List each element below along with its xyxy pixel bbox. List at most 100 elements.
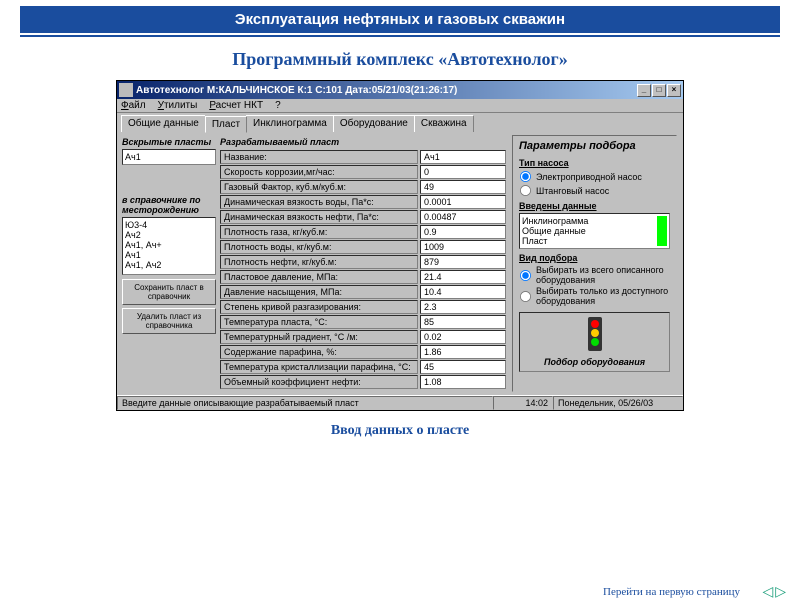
window-title: Автотехнолог М:КАЛЬЧИНСКОЕ К:1 С:101 Дат… <box>136 85 637 96</box>
titlebar: Автотехнолог М:КАЛЬЧИНСКОЕ К:1 С:101 Дат… <box>117 81 683 99</box>
save-layer-button[interactable]: Сохранить пласт в справочник <box>122 279 216 305</box>
page-caption: Ввод данных о пласте <box>0 423 800 439</box>
field-row: Давление насыщения, МПа:10.4 <box>220 285 506 299</box>
field-input[interactable]: 1.86 <box>420 345 506 359</box>
field-label: Температура пласта, °C: <box>220 315 418 329</box>
middle-panel: Разрабатываемый пласт Название:Ач1Скорос… <box>218 135 508 392</box>
app-icon <box>119 83 133 97</box>
field-row: Температура пласта, °C:85 <box>220 315 506 329</box>
minimize-button[interactable]: _ <box>637 84 651 97</box>
field-input[interactable]: 0.9 <box>420 225 506 239</box>
tab-layer[interactable]: Пласт <box>205 116 247 133</box>
field-input[interactable]: 0.00487 <box>420 210 506 224</box>
field-row: Плотность газа, кг/куб.м:0.9 <box>220 225 506 239</box>
params-title: Параметры подбора <box>519 140 670 152</box>
fields-container: Название:Ач1Скорость коррозии,мг/час:0Га… <box>220 150 506 389</box>
nav-arrows: ◁ ▷ <box>762 583 786 600</box>
list-item[interactable]: Ач1 <box>125 250 213 260</box>
field-label: Скорость коррозии,мг/час: <box>220 165 418 179</box>
field-row: Содержание парафина, %:1.86 <box>220 345 506 359</box>
prev-arrow-icon[interactable]: ◁ <box>762 583 773 600</box>
left-panel: Вскрытые пласты Ач1 в справочнике по мес… <box>120 135 218 392</box>
field-label: Температура кристаллизации парафина, °C: <box>220 360 418 374</box>
field-row: Динамическая вязкость нефти, Па*с:0.0048… <box>220 210 506 224</box>
list-item[interactable]: Ач1, Ач+ <box>125 240 213 250</box>
status-hint: Введите данные описывающие разрабатываем… <box>117 396 493 410</box>
tab-inclinogram[interactable]: Инклинограмма <box>246 115 334 132</box>
list-item[interactable]: Ач1, Ач2 <box>125 260 213 270</box>
field-row: Температурный градиент, °C /м:0.02 <box>220 330 506 344</box>
list-item[interactable]: Ю3-4 <box>125 220 213 230</box>
close-button[interactable]: × <box>667 84 681 97</box>
field-label: Газовый Фактор, куб.м/куб.м: <box>220 180 418 194</box>
field-label: Динамическая вязкость нефти, Па*с: <box>220 210 418 224</box>
tabbar: Общие данные Пласт Инклинограмма Оборудо… <box>117 113 683 132</box>
status-time: 14:02 <box>493 396 553 410</box>
field-row: Объемный коэффициент нефти:1.08 <box>220 375 506 389</box>
field-row: Название:Ач1 <box>220 150 506 164</box>
delete-layer-button[interactable]: Удалить пласт из справочника <box>122 308 216 334</box>
field-input[interactable]: 0.02 <box>420 330 506 344</box>
tab-equipment[interactable]: Оборудование <box>333 115 415 132</box>
field-row: Степень кривой разгазирования:2.3 <box>220 300 506 314</box>
field-input[interactable]: 879 <box>420 255 506 269</box>
selection-label: Подбор оборудования <box>524 357 665 367</box>
app-window: Автотехнолог М:КАЛЬЧИНСКОЕ К:1 С:101 Дат… <box>116 80 684 411</box>
page-header: Эксплуатация нефтяных и газовых скважин <box>20 6 780 33</box>
field-label: Объемный коэффициент нефти: <box>220 375 418 389</box>
pump-type-label: Тип насоса <box>519 158 670 168</box>
directory-label: в справочнике по месторождению <box>122 195 216 215</box>
mode-option[interactable]: Выбирать только из доступного оборудован… <box>519 286 670 306</box>
mode-option[interactable]: Выбирать из всего описанного оборудовани… <box>519 265 670 285</box>
field-row: Динамическая вязкость воды, Па*с:0.0001 <box>220 195 506 209</box>
tab-well[interactable]: Скважина <box>414 115 474 132</box>
maximize-button[interactable]: □ <box>652 84 666 97</box>
menu-calc[interactable]: Расчет НКТ <box>209 100 263 111</box>
pump-option[interactable]: Электроприводной насос <box>519 170 670 183</box>
field-input[interactable]: 45 <box>420 360 506 374</box>
field-label: Температурный градиент, °C /м: <box>220 330 418 344</box>
opened-layers-list[interactable]: Ач1 <box>122 149 216 165</box>
field-input[interactable]: 2.3 <box>420 300 506 314</box>
list-item[interactable]: Ач2 <box>125 230 213 240</box>
menu-utilities[interactable]: Утилиты <box>158 100 198 111</box>
status-bar-green <box>657 216 667 246</box>
statusbar: Введите данные описывающие разрабатываем… <box>117 395 683 410</box>
field-input[interactable]: 85 <box>420 315 506 329</box>
mode-label: Вид подбора <box>519 253 670 263</box>
field-input[interactable]: 0 <box>420 165 506 179</box>
entered-data-label: Введены данные <box>519 201 670 211</box>
list-item: Инклинограмма <box>522 216 657 226</box>
field-label: Пластовое давление, МПа: <box>220 270 418 284</box>
field-row: Плотность воды, кг/куб.м:1009 <box>220 240 506 254</box>
next-arrow-icon[interactable]: ▷ <box>775 583 786 600</box>
layer-form-title: Разрабатываемый пласт <box>220 137 506 147</box>
menu-help[interactable]: ? <box>275 100 281 111</box>
field-row: Газовый Фактор, куб.м/куб.м:49 <box>220 180 506 194</box>
directory-list[interactable]: Ю3-4Ач2Ач1, Ач+Ач1Ач1, Ач2 <box>122 217 216 275</box>
field-row: Пластовое давление, МПа:21.4 <box>220 270 506 284</box>
list-item[interactable]: Ач1 <box>125 152 213 162</box>
field-input[interactable]: 0.0001 <box>420 195 506 209</box>
field-input[interactable]: 21.4 <box>420 270 506 284</box>
field-input[interactable]: 1.08 <box>420 375 506 389</box>
selection-box[interactable]: Подбор оборудования <box>519 312 670 372</box>
field-input[interactable]: 1009 <box>420 240 506 254</box>
field-input[interactable]: 49 <box>420 180 506 194</box>
field-input[interactable]: 10.4 <box>420 285 506 299</box>
pump-option[interactable]: Штанговый насос <box>519 184 670 197</box>
list-item: Пласт <box>522 236 657 246</box>
field-input[interactable]: Ач1 <box>420 150 506 164</box>
header-divider <box>20 35 780 37</box>
entered-data-list[interactable]: ИнклинограммаОбщие данныеПласт <box>519 213 670 249</box>
field-label: Давление насыщения, МПа: <box>220 285 418 299</box>
field-row: Температура кристаллизации парафина, °C:… <box>220 360 506 374</box>
menu-file[interactable]: Файл <box>121 100 146 111</box>
field-row: Скорость коррозии,мг/час:0 <box>220 165 506 179</box>
goto-first-page-link[interactable]: Перейти на первую страницу <box>603 586 740 598</box>
field-label: Содержание парафина, %: <box>220 345 418 359</box>
field-label: Степень кривой разгазирования: <box>220 300 418 314</box>
field-label: Название: <box>220 150 418 164</box>
field-label: Плотность воды, кг/куб.м: <box>220 240 418 254</box>
tab-common[interactable]: Общие данные <box>121 115 206 132</box>
